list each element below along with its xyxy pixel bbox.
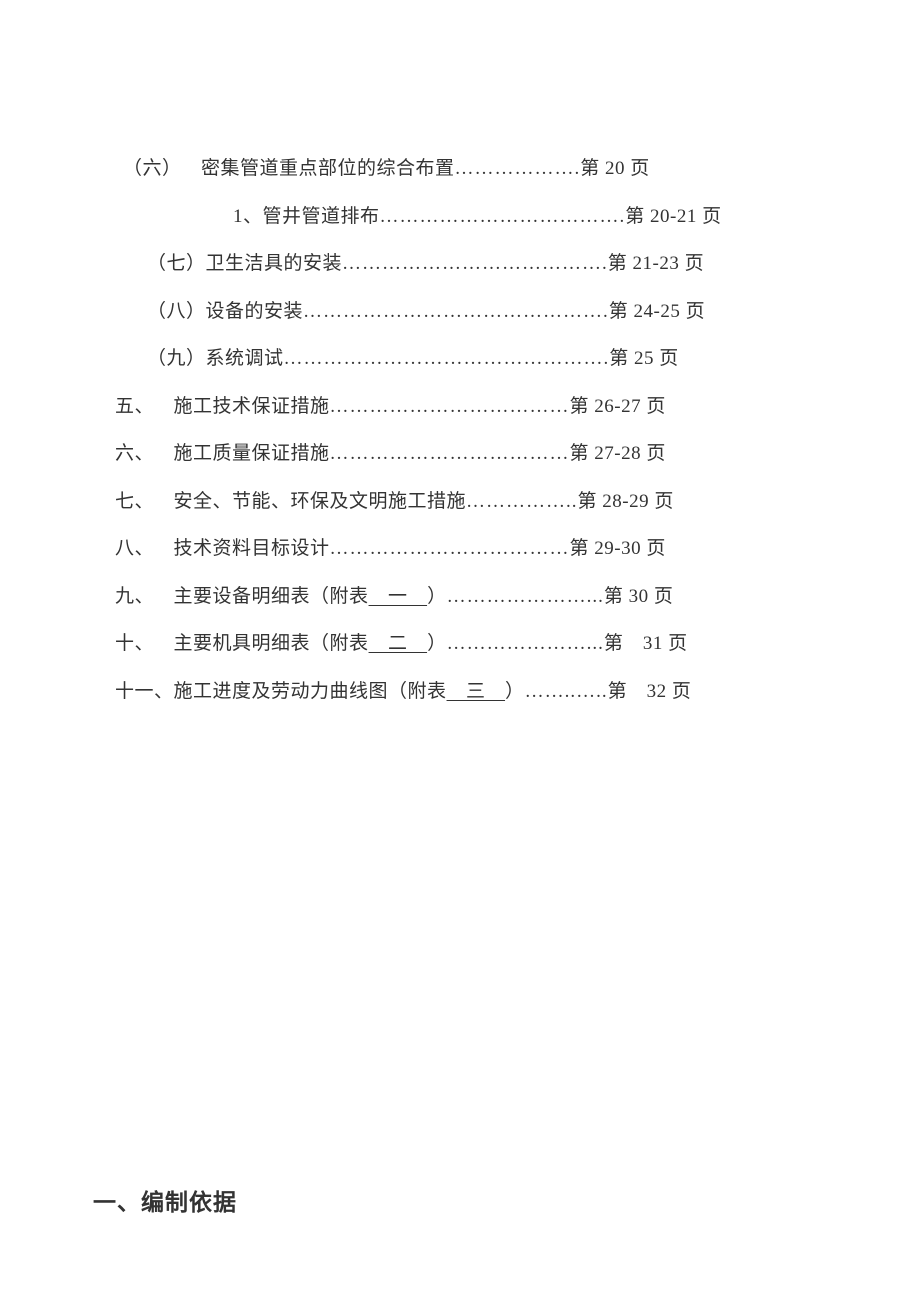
toc-page: 第 28-29 页 xyxy=(578,478,674,526)
toc-number: （七） xyxy=(147,240,206,288)
toc-title: 密集管道重点部位的综合布置 xyxy=(201,145,455,193)
toc-number: 十一、 xyxy=(115,668,174,716)
toc-entry: 七、 安全、节能、环保及文明施工措施 …………….. 第 28-29 页 xyxy=(115,478,805,526)
toc-title-post: ） xyxy=(427,586,447,607)
toc-leader: …………………………………………. xyxy=(284,335,610,383)
toc-leader: ……………………………… xyxy=(330,430,570,478)
toc-page: 第 30 页 xyxy=(604,573,674,621)
toc-gap xyxy=(154,430,174,478)
toc-number: （八） xyxy=(147,288,206,336)
toc-page: 第 21-23 页 xyxy=(608,240,704,288)
toc-title-pre: 施工进度及劳动力曲线图（附表 xyxy=(174,681,447,702)
toc-leader: …………………... xyxy=(447,573,604,621)
toc-attach-ref: 二 xyxy=(369,633,428,654)
toc-title-pre: 主要设备明细表（附表 xyxy=(174,586,369,607)
toc-number: 1、 xyxy=(233,193,263,241)
toc-title-pre: 主要机具明细表（附表 xyxy=(174,633,369,654)
toc-number: （九） xyxy=(147,335,206,383)
toc-title: 系统调试 xyxy=(206,335,284,383)
toc-title: 安全、节能、环保及文明施工措施 xyxy=(174,478,467,526)
toc-page: 第 26-27 页 xyxy=(570,383,666,431)
toc-leader: ………………………………. xyxy=(380,193,626,241)
toc-entry: （六） 密集管道重点部位的综合布置 ………………. 第 20 页 xyxy=(115,145,805,193)
toc-number: 七、 xyxy=(115,478,154,526)
toc-leader: …………………... xyxy=(447,620,604,668)
toc-number: 九、 xyxy=(115,573,154,621)
toc-gap xyxy=(154,573,174,621)
toc-page: 第 32 页 xyxy=(608,668,692,716)
toc-leader: ……………………………… xyxy=(330,525,570,573)
toc-page: 第 29-30 页 xyxy=(570,525,666,573)
toc-number: 六、 xyxy=(115,430,154,478)
toc-page: 第 20 页 xyxy=(580,145,650,193)
toc-title: 施工质量保证措施 xyxy=(174,430,330,478)
toc-number: 八、 xyxy=(115,525,154,573)
toc-leader: ………………. xyxy=(455,145,581,193)
section-heading: 一、编制依据 xyxy=(93,1183,805,1217)
toc-entry: 八、 技术资料目标设计 ……………………………… 第 29-30 页 xyxy=(115,525,805,573)
toc-entry: （八） 设备的安装 ………………………………………. 第 24-25 页 xyxy=(115,288,805,336)
toc-title: 管井管道排布 xyxy=(263,193,380,241)
toc-gap xyxy=(154,478,174,526)
toc-title: 卫生洁具的安装 xyxy=(206,240,343,288)
toc-entry: 十一、 施工进度及劳动力曲线图（附表 三 ） ……..….. 第 32 页 xyxy=(115,668,805,716)
toc-title: 主要设备明细表（附表 一 ） xyxy=(174,573,447,621)
toc-page: 第 27-28 页 xyxy=(570,430,666,478)
toc-entry: 1、 管井管道排布 ………………………………. 第 20-21 页 xyxy=(115,193,805,241)
toc-title-post: ） xyxy=(505,681,525,702)
toc-leader: ……………………………… xyxy=(330,383,570,431)
toc-title: 设备的安装 xyxy=(206,288,304,336)
toc-number: 十、 xyxy=(115,620,154,668)
document-page: （六） 密集管道重点部位的综合布置 ………………. 第 20 页 1、 管井管道… xyxy=(0,0,920,1277)
toc-page: 第 24-25 页 xyxy=(609,288,705,336)
toc-number: 五、 xyxy=(115,383,154,431)
toc-attach-ref: 一 xyxy=(369,586,428,607)
toc-title: 技术资料目标设计 xyxy=(174,525,330,573)
toc-title: 施工技术保证措施 xyxy=(174,383,330,431)
toc-title: 主要机具明细表（附表 二 ） xyxy=(174,620,447,668)
toc-leader: …………….. xyxy=(466,478,578,526)
toc-entry: 五、 施工技术保证措施 ……………………………… 第 26-27 页 xyxy=(115,383,805,431)
toc-entry: （七） 卫生洁具的安装 …………………………………. 第 21-23 页 xyxy=(115,240,805,288)
toc-number: （六） xyxy=(123,145,182,193)
toc-page: 第 31 页 xyxy=(604,620,688,668)
toc-entry: 六、 施工质量保证措施 ……………………………… 第 27-28 页 xyxy=(115,430,805,478)
toc-attach-ref: 三 xyxy=(447,681,506,702)
toc-title: 施工进度及劳动力曲线图（附表 三 ） xyxy=(174,668,525,716)
toc-entry: 十、 主要机具明细表（附表 二 ） …………………... 第 31 页 xyxy=(115,620,805,668)
toc-page: 第 25 页 xyxy=(609,335,679,383)
toc-gap xyxy=(154,525,174,573)
toc-title-post: ） xyxy=(427,633,447,654)
toc-gap xyxy=(182,145,202,193)
toc-leader: ……..….. xyxy=(525,668,608,716)
toc-gap xyxy=(154,383,174,431)
toc-entry: 九、 主要设备明细表（附表 一 ） …………………... 第 30 页 xyxy=(115,573,805,621)
toc-entry: （九） 系统调试 …………………………………………. 第 25 页 xyxy=(115,335,805,383)
toc-page: 第 20-21 页 xyxy=(625,193,721,241)
toc-leader: …………………………………. xyxy=(342,240,608,288)
toc-gap xyxy=(154,620,174,668)
toc-leader: ………………………………………. xyxy=(303,288,609,336)
